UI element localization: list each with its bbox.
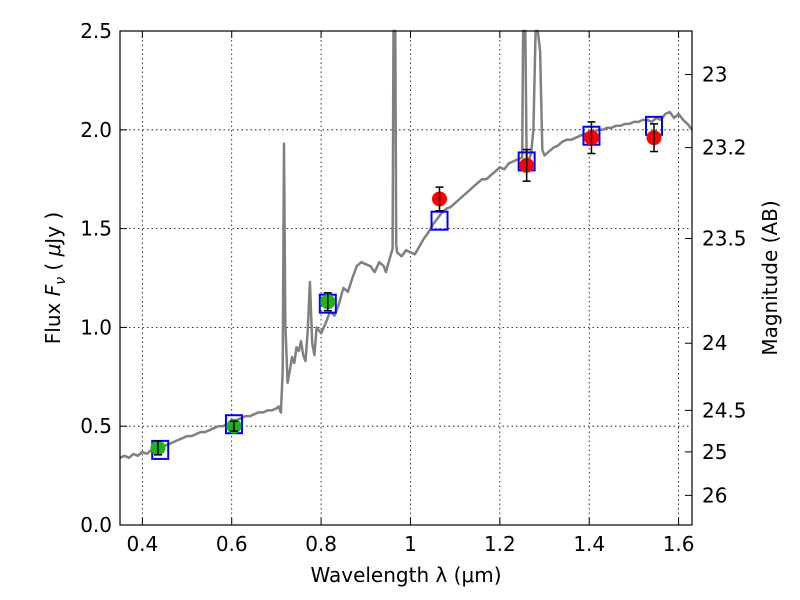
y-tick-label: 1.5 bbox=[80, 217, 112, 241]
x-tick-label: 0.8 bbox=[305, 532, 337, 556]
right-tick-label: 26 bbox=[702, 483, 727, 507]
x-tick-label: 1.4 bbox=[573, 532, 605, 556]
y-tick-label: 2.5 bbox=[80, 19, 112, 43]
right-tick-label: 23.2 bbox=[702, 136, 747, 160]
photometry-marks bbox=[150, 115, 664, 460]
x-tick-label: 0.4 bbox=[126, 532, 158, 556]
x-tick-label: 1.6 bbox=[663, 532, 695, 556]
right-tick-label: 24.5 bbox=[702, 398, 747, 422]
right-tick-label: 25 bbox=[702, 440, 727, 464]
model-spectrum-line bbox=[119, 29, 693, 460]
y-tick-label: 2.0 bbox=[80, 118, 112, 142]
model-band-square bbox=[430, 210, 449, 231]
y-axis-label: Flux Fν ( μJy ) bbox=[41, 212, 69, 344]
x-tick-label: 1 bbox=[404, 532, 417, 556]
x-tick-label: 1.2 bbox=[484, 532, 516, 556]
x-tick-label: 0.6 bbox=[216, 532, 248, 556]
grid bbox=[120, 30, 692, 526]
y-tick-label: 1.0 bbox=[80, 315, 112, 339]
right-tick-label: 23 bbox=[702, 62, 727, 86]
right-tick-label: 23.5 bbox=[702, 226, 747, 250]
y-tick-label: 0.0 bbox=[80, 513, 112, 537]
y-axis-right-label: Magnitude (AB) bbox=[758, 200, 782, 355]
y-tick-label: 0.5 bbox=[80, 414, 112, 438]
axis-ticks: 0.4 0.6 0.8 1 1.2 1.4 1.6 0.0 0.5 1.0 1.5 2.0 2.5 23 2… bbox=[80, 19, 746, 556]
x-axis-label: Wavelength λ (μm) bbox=[310, 563, 501, 587]
plot-frame bbox=[119, 30, 693, 526]
right-tick-label: 24 bbox=[702, 331, 727, 355]
